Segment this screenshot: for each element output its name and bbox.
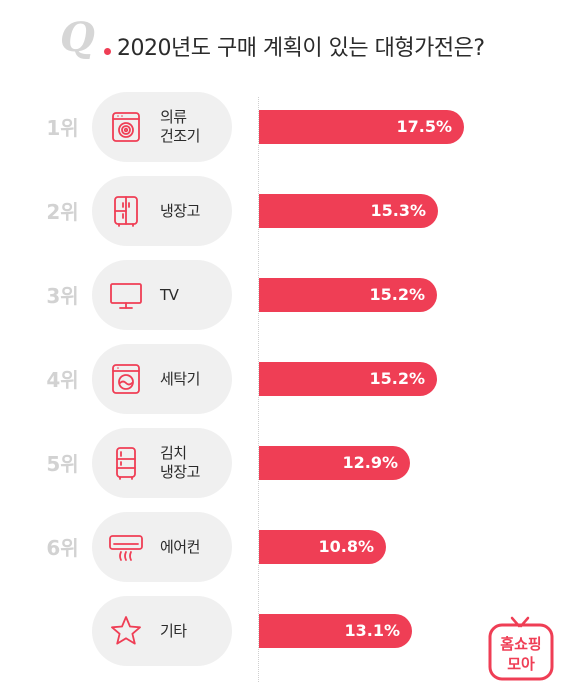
bar: 13.1% — [259, 614, 412, 648]
chart-row: 3위 TV 15.2% — [0, 260, 580, 330]
category-label: 세탁기 — [160, 344, 230, 414]
rank-label: 5위 — [46, 452, 79, 476]
kimchi-refrigerator-icon — [108, 445, 144, 481]
refrigerator-icon — [108, 193, 144, 229]
data-label: 17.5% — [396, 117, 452, 136]
category-label-line: 에어컨 — [160, 537, 200, 556]
rank-label: 2위 — [46, 200, 79, 224]
bar: 15.2% — [259, 278, 437, 312]
category-label-line: 김치 — [160, 444, 187, 462]
dryer-icon — [108, 109, 144, 145]
homeshopping-moa-logo: 홈쇼핑 모아 — [486, 615, 556, 683]
bar: 10.8% — [259, 530, 386, 564]
category-label: TV — [160, 260, 230, 330]
washing-machine-icon — [108, 361, 144, 397]
q-mark: Q — [60, 14, 95, 61]
header: Q 2020년도 구매 계획이 있는 대형가전은? — [0, 0, 580, 90]
bar: 15.3% — [259, 194, 438, 228]
rank-label: 6위 — [46, 536, 79, 560]
category-label-line: 냉장고 — [160, 201, 200, 220]
tv-icon — [108, 277, 144, 313]
logo-text-line2: 모아 — [507, 655, 535, 673]
logo-text-line1: 홈쇼핑 — [500, 635, 541, 653]
category-card: 에어컨 — [92, 512, 232, 582]
category-card: 냉장고 — [92, 176, 232, 246]
chart-row: 2위 냉장고 15.3% — [0, 176, 580, 246]
category-label-line: 세탁기 — [160, 369, 200, 388]
category-card: TV — [92, 260, 232, 330]
data-label: 15.2% — [369, 369, 425, 388]
rank-label: 3위 — [46, 284, 79, 308]
data-label: 15.2% — [369, 285, 425, 304]
bar: 12.9% — [259, 446, 410, 480]
chart-row: 1위 의류 건조기 17.5% — [0, 92, 580, 162]
category-label: 의류 건조기 — [160, 92, 230, 162]
chart-row: 5위 김치 냉장고 12.9% — [0, 428, 580, 498]
category-label-line: TV — [160, 285, 179, 304]
chart-row: 기타 13.1% — [0, 596, 580, 666]
rank-label: 1위 — [46, 116, 79, 140]
category-label-line: 기타 — [160, 621, 187, 640]
category-label-line: 건조기 — [160, 127, 200, 145]
data-label: 15.3% — [370, 201, 426, 220]
q-dot-decoration — [104, 48, 111, 55]
bar: 17.5% — [259, 110, 464, 144]
data-label: 10.8% — [318, 537, 374, 556]
category-card: 김치 냉장고 — [92, 428, 232, 498]
air-conditioner-icon — [108, 529, 144, 565]
category-card: 기타 — [92, 596, 232, 666]
bar: 15.2% — [259, 362, 437, 396]
category-label-line: 냉장고 — [160, 463, 200, 481]
data-label: 13.1% — [344, 621, 400, 640]
category-card: 세탁기 — [92, 344, 232, 414]
category-label-line: 의류 — [160, 108, 187, 126]
chart-row: 6위 에어컨 10.8% — [0, 512, 580, 582]
category-label: 기타 — [160, 596, 230, 666]
rank-label: 4위 — [46, 368, 79, 392]
category-label: 냉장고 — [160, 176, 230, 246]
axis-divider — [258, 97, 259, 682]
category-card: 의류 건조기 — [92, 92, 232, 162]
chart-row: 4위 세탁기 15.2% — [0, 344, 580, 414]
category-label: 김치 냉장고 — [160, 428, 230, 498]
data-label: 12.9% — [342, 453, 398, 472]
star-icon — [108, 613, 144, 649]
category-label: 에어컨 — [160, 512, 230, 582]
chart-title: 2020년도 구매 계획이 있는 대형가전은? — [117, 36, 485, 61]
